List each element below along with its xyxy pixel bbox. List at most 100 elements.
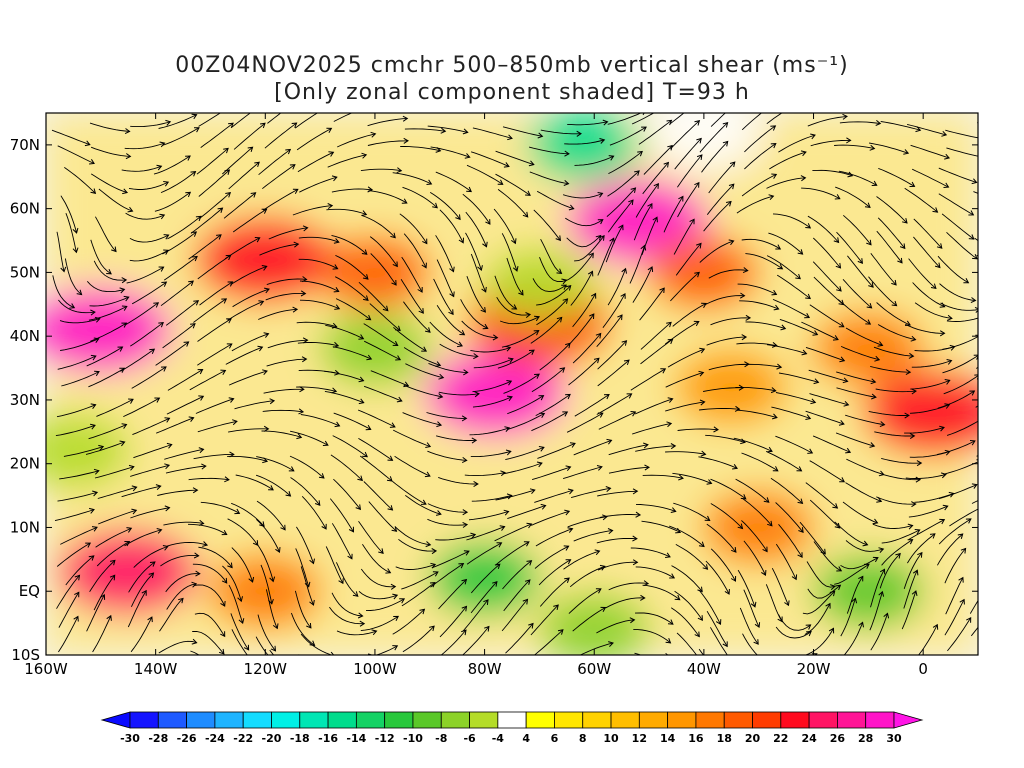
chart-title-line1: 00Z04NOV2025 cmchr 500–850mb vertical sh… bbox=[175, 53, 848, 78]
colorbar-swatch bbox=[638, 711, 669, 729]
colorbar-swatch bbox=[525, 711, 555, 729]
colorbar-label: 8 bbox=[579, 732, 587, 745]
shear-feature-7 bbox=[676, 351, 787, 424]
colorbar-label: -20 bbox=[262, 732, 282, 745]
x-tick-label: 120W bbox=[244, 660, 288, 678]
colorbar-label: 12 bbox=[632, 732, 647, 745]
y-tick-label: 30N bbox=[10, 391, 40, 409]
colorbar-low-arrow bbox=[100, 711, 131, 729]
colorbar-swatch bbox=[837, 711, 867, 729]
shear-feature-20 bbox=[648, 113, 759, 169]
longitude-axis: 160W 140W 120W 100W 80W 60W 40W 20W 0 bbox=[24, 113, 928, 678]
y-tick-label: EQ bbox=[19, 582, 40, 600]
shear-feature-8 bbox=[864, 370, 978, 455]
colorbar-label: -10 bbox=[403, 732, 423, 745]
colorbar-swatch bbox=[780, 711, 810, 729]
x-tick-label: 0 bbox=[918, 660, 928, 678]
colorbar-label: 16 bbox=[688, 732, 704, 745]
colorbar-label: -24 bbox=[205, 732, 225, 745]
wind-streamlines bbox=[51, 113, 978, 655]
colorbar-swatch bbox=[723, 711, 753, 729]
shear-shading bbox=[46, 113, 978, 655]
colorbar-swatch bbox=[469, 711, 499, 729]
map-plot-area bbox=[46, 113, 978, 655]
y-tick-label: 10S bbox=[11, 646, 40, 664]
colorbar-swatch bbox=[186, 711, 216, 729]
map-frame bbox=[45, 112, 979, 656]
colorbar-label: 20 bbox=[745, 732, 761, 745]
colorbar-label: -8 bbox=[435, 732, 447, 745]
shear-feature-10 bbox=[58, 530, 199, 615]
colorbar-swatch bbox=[808, 711, 838, 729]
y-tick-label: 10N bbox=[10, 518, 40, 536]
colorbar-swatch bbox=[752, 711, 782, 729]
colorbar-label: 14 bbox=[660, 732, 676, 745]
x-tick-label: 20W bbox=[797, 660, 831, 678]
colorbar-swatch bbox=[157, 711, 188, 729]
y-tick-label: 50N bbox=[10, 263, 40, 281]
colorbar-swatch bbox=[412, 711, 442, 729]
colorbar-swatch bbox=[610, 711, 640, 729]
chart-title-line2: [Only zonal component shaded] T=93 h bbox=[274, 80, 750, 105]
shear-feature-16 bbox=[319, 312, 430, 385]
colorbar-swatch bbox=[214, 711, 244, 729]
colorbar-label: -14 bbox=[346, 732, 366, 745]
x-tick-label: 40W bbox=[687, 660, 721, 678]
colorbar-label: 6 bbox=[551, 732, 559, 745]
colorbar-swatch bbox=[497, 711, 527, 729]
shear-feature-15 bbox=[813, 555, 924, 628]
shear-feature-3 bbox=[425, 351, 566, 436]
colorbar-swatch bbox=[695, 711, 725, 729]
shear-feature-9 bbox=[813, 312, 924, 385]
y-tick-label: 70N bbox=[10, 136, 40, 154]
colorbar-swatch bbox=[242, 711, 272, 729]
shear-feature-2 bbox=[319, 236, 430, 309]
colorbar-label: -28 bbox=[148, 732, 168, 745]
colorbar-swatch bbox=[299, 711, 329, 729]
colorbar-swatch bbox=[355, 711, 386, 729]
x-tick-label: 100W bbox=[353, 660, 397, 678]
colorbar-label: 26 bbox=[830, 732, 846, 745]
colorbar-label: 4 bbox=[522, 732, 530, 745]
colorbar-swatch bbox=[384, 711, 414, 729]
colorbar-label: -30 bbox=[120, 732, 140, 745]
y-tick-label: 60N bbox=[10, 200, 40, 218]
colorbar-swatch bbox=[554, 711, 584, 729]
colorbar-label: -6 bbox=[463, 732, 476, 745]
colorbar-label: -16 bbox=[318, 732, 338, 745]
colorbar-swatch bbox=[865, 711, 895, 729]
colorbar-label: -12 bbox=[375, 732, 395, 745]
colorbar-label: 22 bbox=[773, 732, 788, 745]
x-tick-label: 140W bbox=[134, 660, 178, 678]
colorbar-swatch bbox=[440, 711, 470, 729]
colorbar-label: 28 bbox=[858, 732, 873, 745]
shear-feature-0 bbox=[46, 287, 171, 372]
colorbar-swatch bbox=[271, 711, 301, 729]
colorbar-label: 10 bbox=[603, 732, 619, 745]
colorbar-swatch bbox=[582, 711, 612, 729]
colorbar-swatch bbox=[667, 711, 697, 729]
colorbar-label: -26 bbox=[177, 732, 197, 745]
shear-feature-12 bbox=[703, 491, 814, 564]
latitude-axis: 70N 60N 50N 40N 30N 20N 10N EQ 10S bbox=[10, 136, 978, 664]
shear-feature-1 bbox=[195, 217, 336, 302]
shear-feature-17 bbox=[484, 249, 595, 322]
colorbar-label: 24 bbox=[801, 732, 817, 745]
colorbar-swatch bbox=[327, 711, 357, 729]
shear-feature-18 bbox=[528, 113, 639, 181]
colorbar-label: -4 bbox=[492, 732, 505, 745]
y-tick-label: 40N bbox=[10, 327, 40, 345]
shear-feature-5 bbox=[568, 179, 709, 264]
colorbar-high-arrow bbox=[893, 711, 924, 729]
x-tick-label: 60W bbox=[577, 660, 611, 678]
x-tick-label: 160W bbox=[24, 660, 68, 678]
colorbar-label: -18 bbox=[290, 732, 310, 745]
colorbar-label: 30 bbox=[886, 732, 902, 745]
y-tick-label: 20N bbox=[10, 455, 40, 473]
x-tick-label: 80W bbox=[468, 660, 502, 678]
colorbar: -30 -28 -26 -24 -22 -20 -18 -16 -14 -12 -10 -8 -6 -4 4… bbox=[100, 711, 924, 745]
colorbar-label: 18 bbox=[717, 732, 732, 745]
shear-feature-6 bbox=[648, 236, 759, 309]
colorbar-swatch bbox=[129, 711, 159, 729]
